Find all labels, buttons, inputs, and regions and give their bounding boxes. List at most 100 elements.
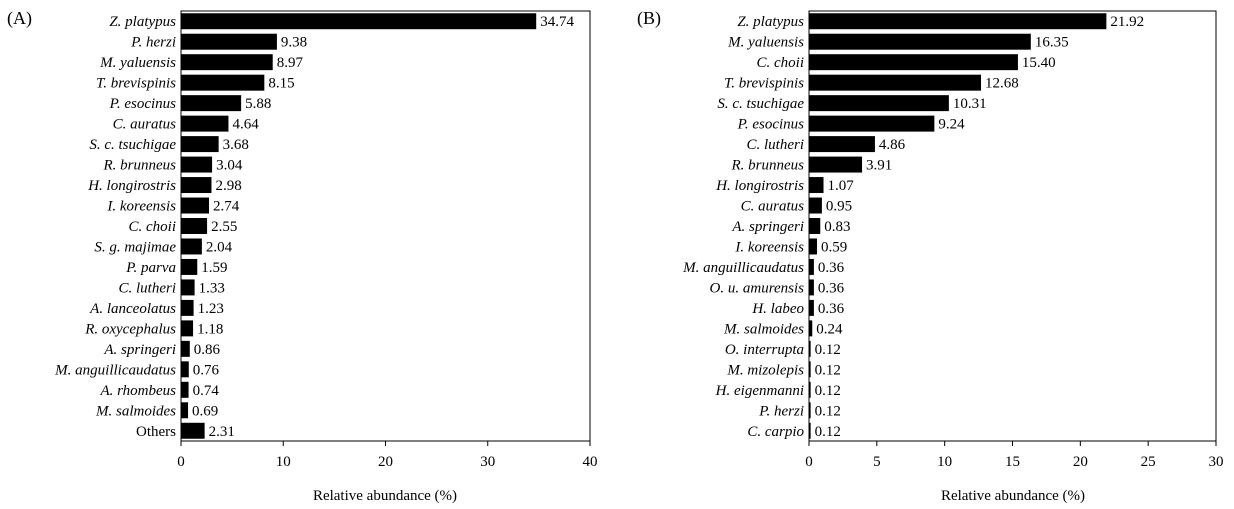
panel-b-category-label: M. salmoides (723, 321, 804, 337)
panel-b-value-label: 21.92 (1110, 14, 1144, 30)
panel-a-category-label: S. c. tsuchigae (89, 137, 176, 153)
panel-a-bar (181, 340, 190, 357)
panel-b-bar (809, 156, 863, 173)
panel-b-category-label: P. esocinus (737, 117, 805, 133)
panel-a-value-label: 1.59 (201, 260, 227, 276)
panel-b-value-label: 12.68 (985, 76, 1019, 92)
panel-b-category-label: M. anguillicaudatus (682, 260, 804, 276)
panel-a-value-label: 0.74 (193, 383, 220, 399)
panel-b-bar (809, 238, 818, 255)
panel-b-value-label: 0.12 (815, 403, 841, 419)
panel-a-category-label: M. anguillicaudatus (54, 362, 176, 378)
panel-a-bar (181, 320, 194, 337)
panel-a-bar (181, 361, 189, 378)
panel-a-category-label: P. esocinus (109, 96, 177, 112)
panel-a-value-label: 9.38 (281, 35, 307, 51)
panel-b-value-label: 0.95 (826, 199, 852, 215)
panel-b-bar (809, 33, 1031, 50)
panel-a-bar (181, 402, 189, 419)
panel-b-value-label: 9.24 (938, 117, 965, 133)
panel-a-value-label: 8.15 (268, 76, 294, 92)
panel-a-x-tick-label: 20 (378, 454, 393, 470)
panel-a-chart: (A) Z. platypus 34.74 P. herzi 9.38 M. yaluen… (7, 8, 598, 504)
panel-a-bar (181, 299, 194, 316)
panel-a-category-label: P. herzi (130, 35, 176, 51)
panel-a-bar (181, 13, 537, 30)
panel-b-value-label: 0.12 (815, 424, 841, 440)
panel-a-value-label: 2.98 (215, 178, 241, 194)
panel-b-value-label: 0.12 (815, 383, 841, 399)
panel-a-value-label: 2.04 (206, 239, 233, 255)
panel-a-x-tick-label: 30 (480, 454, 495, 470)
panel-b-category-label: P. herzi (758, 403, 804, 419)
panel-b-value-label: 0.12 (815, 342, 841, 358)
panel-a-category-label: A. springeri (103, 342, 176, 358)
panel-a-bar (181, 33, 277, 50)
panel-a-category-label: P. parva (125, 260, 176, 276)
panel-b-category-label: T. brevispinis (724, 76, 804, 92)
panel-a-value-label: 34.74 (540, 14, 574, 30)
panel-b-category-label: O. interrupta (725, 342, 804, 358)
panel-a-bar (181, 258, 198, 275)
panel-b-bar (809, 177, 824, 194)
panel-a-value-label: 1.33 (199, 280, 225, 296)
panel-b-bar (809, 320, 813, 337)
panel-a-category-label: C. choii (129, 219, 177, 235)
panel-b-x-tick-label: 25 (1141, 454, 1156, 470)
panel-b-bar (809, 340, 811, 357)
panel-b-category-label: I. koreensis (734, 239, 804, 255)
panel-b-x-tick-label: 30 (1209, 454, 1224, 470)
panel-a-value-label: 1.23 (198, 301, 224, 317)
panel-a-category-label: M. salmoides (95, 403, 176, 419)
panel-b-bar (809, 115, 935, 132)
panel-b-value-label: 0.83 (824, 219, 850, 235)
panel-a-category-label: A. lanceolatus (89, 301, 176, 317)
panel-a-category-label: S. g. majimae (94, 239, 176, 255)
panel-b-category-label: H. labeo (751, 301, 804, 317)
panel-b-value-label: 3.91 (866, 158, 892, 174)
panel-b-category-label: S. c. tsuchigae (717, 96, 804, 112)
panel-b-value-label: 15.40 (1022, 55, 1056, 71)
panel-b-chart: (B) Z. platypus 21.92 M. yaluensis 16.35 C. c… (637, 8, 1224, 504)
panel-a-category-label: Z. platypus (109, 14, 176, 30)
panel-b-category-label: C. lutheri (746, 137, 804, 153)
panel-a-value-label: 3.68 (223, 137, 249, 153)
panel-b-category-label: H. eigenmanni (715, 383, 804, 399)
panel-b-bar (809, 381, 811, 398)
panel-a-value-label: 8.97 (277, 55, 304, 71)
panel-a-category-label: R. oxycephalus (84, 321, 176, 337)
panel-a-bar (181, 74, 265, 91)
panel-b-bar (809, 279, 814, 296)
panel-b-value-label: 1.07 (828, 178, 855, 194)
panel-a-category-label: A. rhombeus (99, 383, 176, 399)
panel-a-bar (181, 197, 210, 214)
panel-b-value-label: 0.24 (816, 321, 843, 337)
panel-b-bar (809, 402, 811, 419)
panel-b-category-label: R. brunneus (731, 158, 805, 174)
panel-b-value-label: 0.36 (818, 260, 845, 276)
panel-a-letter: (A) (7, 8, 32, 29)
panel-b-value-label: 4.86 (879, 137, 906, 153)
panel-b-value-label: 0.36 (818, 301, 845, 317)
panel-a-value-label: 0.86 (194, 342, 221, 358)
panel-a-value-label: 0.76 (193, 362, 220, 378)
panel-a-bar (181, 136, 219, 153)
panel-a-bar (181, 95, 242, 112)
panel-a-category-label: H. longirostris (87, 178, 176, 194)
panel-b-bar (809, 13, 1107, 30)
panel-a-x-tick-label: 10 (276, 454, 291, 470)
panel-a-category-label: C. auratus (113, 117, 177, 133)
panel-a-value-label: 1.18 (197, 321, 223, 337)
panel-b-category-label: C. auratus (741, 199, 805, 215)
panel-b-letter: (B) (637, 8, 661, 29)
panel-a-value-label: 0.69 (192, 403, 218, 419)
panel-b-x-tick-label: 5 (873, 454, 881, 470)
panel-b-x-axis-label: Relative abundance (%) (941, 488, 1085, 504)
panel-a-bar (181, 238, 202, 255)
panel-b-category-label: O. u. amurensis (710, 280, 805, 296)
panel-b-value-label: 0.59 (821, 239, 847, 255)
panel-a-value-label: 3.04 (216, 158, 243, 174)
panel-b-x-tick-label: 0 (805, 454, 813, 470)
panel-a-value-label: 2.55 (211, 219, 237, 235)
panel-b-value-label: 0.36 (818, 280, 845, 296)
